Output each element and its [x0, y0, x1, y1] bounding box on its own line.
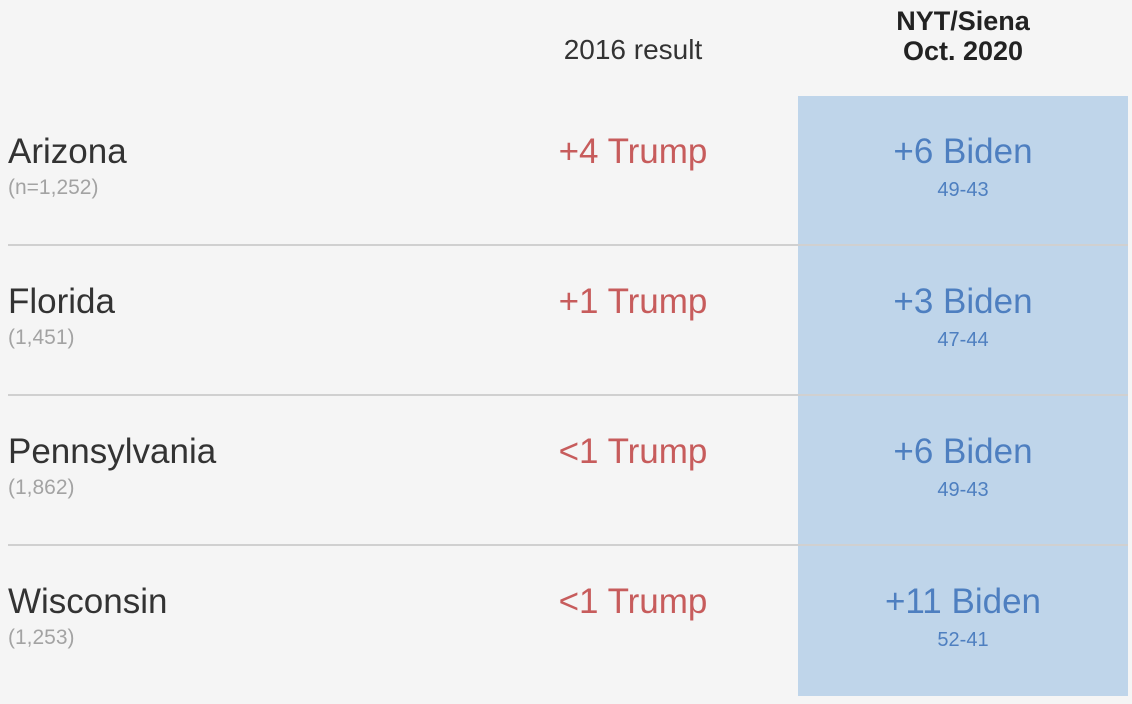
- poll-margin: +3 Biden: [893, 282, 1033, 321]
- table-row: Florida (1,451) +1 Trump +3 Biden 47-44: [0, 246, 1132, 396]
- table-header: 2016 result NYT/Siena Oct. 2020: [0, 0, 1132, 96]
- poll-cell: +3 Biden 47-44: [798, 246, 1128, 394]
- table-row: Wisconsin (1,253) <1 Trump +11 Biden 52-41: [0, 546, 1132, 696]
- poll-cell: +11 Biden 52-41: [798, 546, 1128, 696]
- poll-split: 52-41: [937, 629, 989, 651]
- state-name: Wisconsin: [8, 582, 168, 621]
- sample-size: (1,253): [8, 626, 75, 649]
- row-divider: [8, 544, 1128, 546]
- column-header-poll-date: Oct. 2020: [902, 36, 1024, 66]
- table-row: Arizona (n=1,252) +4 Trump +6 Biden 49-43: [0, 96, 1132, 246]
- state-name: Pennsylvania: [8, 432, 217, 471]
- poll-cell: +6 Biden 49-43: [798, 396, 1128, 544]
- result-2016: +1 Trump: [558, 282, 708, 321]
- poll-split: 49-43: [937, 179, 989, 201]
- sample-size: (1,451): [8, 326, 75, 349]
- sample-size: (1,862): [8, 476, 75, 499]
- poll-margin: +6 Biden: [893, 432, 1033, 471]
- poll-split: 47-44: [937, 329, 989, 351]
- column-header-poll: NYT/Siena Oct. 2020: [798, 6, 1128, 66]
- table-row: Pennsylvania (1,862) <1 Trump +6 Biden 49-43: [0, 396, 1132, 546]
- poll-cell: +6 Biden 49-43: [798, 96, 1128, 244]
- poll-margin: +6 Biden: [893, 132, 1033, 171]
- result-2016: <1 Trump: [558, 582, 708, 621]
- row-divider: [8, 244, 1128, 246]
- result-2016: <1 Trump: [558, 432, 708, 471]
- sample-size: (n=1,252): [8, 176, 99, 199]
- result-2016: +4 Trump: [558, 132, 708, 171]
- poll-split: 49-43: [937, 479, 989, 501]
- poll-margin: +11 Biden: [884, 582, 1041, 621]
- state-name: Florida: [8, 282, 115, 321]
- column-header-2016-result: 2016 result: [563, 34, 703, 65]
- results-table-body: Arizona (n=1,252) +4 Trump +6 Biden 49-43 Flo…: [0, 96, 1132, 696]
- row-divider: [8, 394, 1128, 396]
- state-name: Arizona: [8, 132, 127, 171]
- column-header-poll-source: NYT/Siena: [896, 6, 1030, 36]
